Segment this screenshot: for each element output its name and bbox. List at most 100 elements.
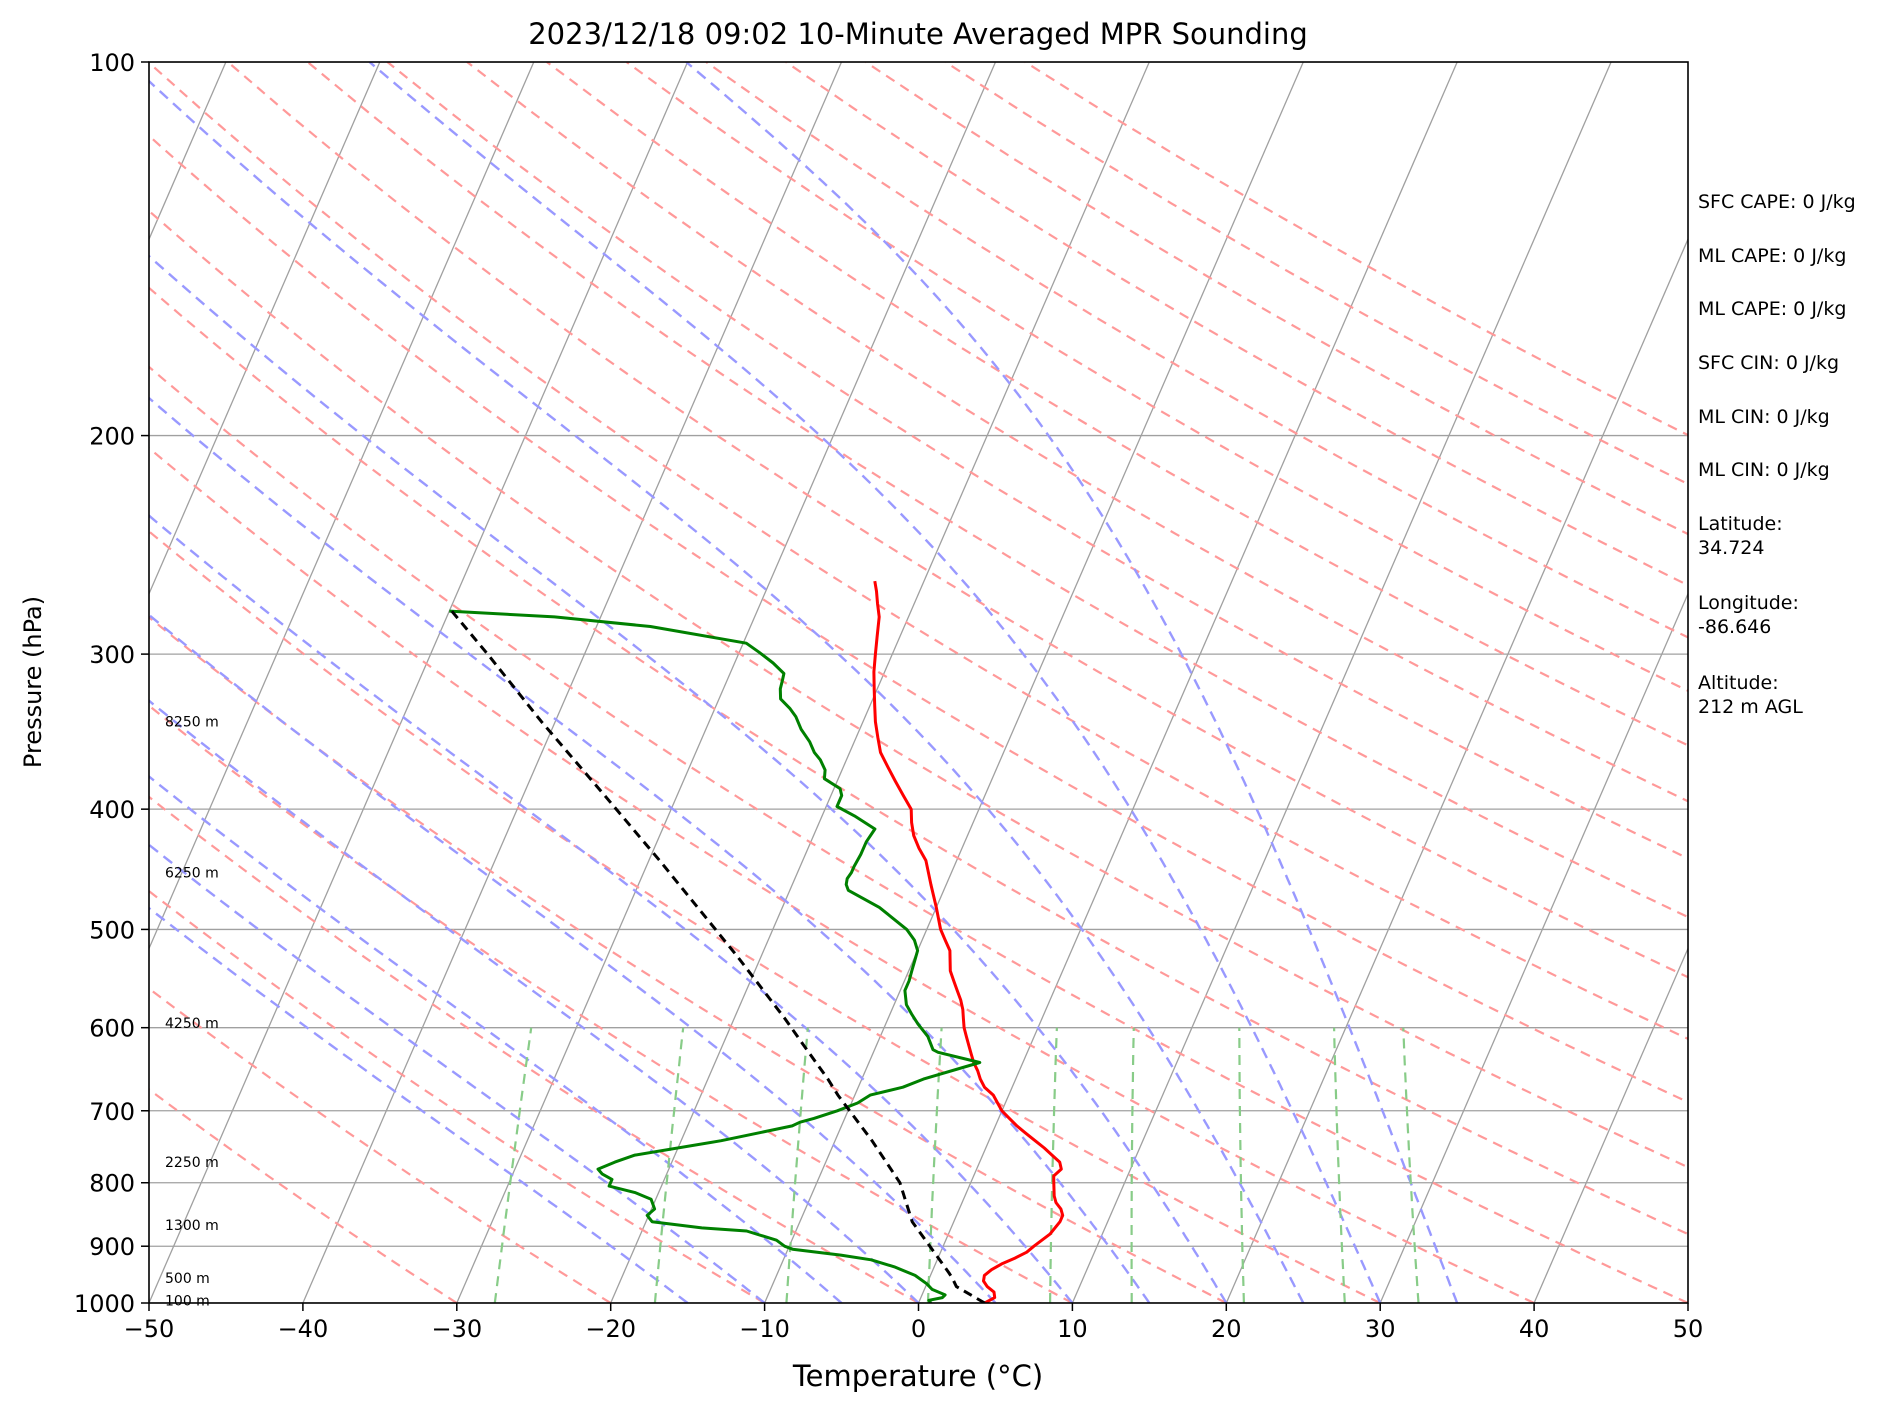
moist-adiabat (149, 843, 766, 1303)
moist-adiabat (149, 254, 1228, 1303)
dry-adiabat (227, 62, 1688, 979)
height-label: 4250 m (165, 1016, 219, 1032)
stat-ml-cape: ML CAPE: 0 J/kg (1698, 245, 1847, 267)
stat-sfc-cape: SFC CAPE: 0 J/kg (1698, 191, 1856, 213)
altitude-label: Altitude: (1698, 672, 1779, 694)
dry-adiabat (149, 365, 1688, 1303)
y-tick-label: 100 (89, 49, 135, 77)
dry-adiabat (149, 889, 766, 1303)
stat-ml-cin: ML CIN: 0 J/kg (1698, 406, 1830, 428)
isotherm--70 (149, 62, 381, 596)
x-tick-label: −30 (431, 1315, 482, 1343)
moist-adiabat (149, 774, 843, 1303)
x-tick-label: 0 (911, 1315, 926, 1343)
altitude-value: 212 m AGL (1698, 696, 1803, 718)
dry-adiabat (149, 134, 1688, 1104)
dry-adiabat (386, 62, 1688, 860)
isotherm--20 (610, 62, 1150, 1303)
isotherm--10 (764, 62, 1304, 1303)
mixing-ratio-line (1402, 1027, 1420, 1303)
dry-adiabat (149, 704, 1073, 1303)
mixing-ratio-line (1333, 1027, 1346, 1303)
x-tick-label: −10 (739, 1315, 790, 1343)
y-tick-label: 300 (89, 641, 135, 669)
isotherm-20 (1225, 237, 1688, 1303)
mixing-ratio-line (785, 1027, 809, 1303)
altitude-block: Altitude: 212 m AGL (1698, 671, 1803, 719)
dry-adiabat (149, 62, 1688, 1041)
height-label: 8250 m (165, 715, 219, 731)
isotherm--30 (456, 62, 997, 1303)
height-label: 6250 m (165, 866, 219, 882)
longitude-label: Longitude: (1698, 592, 1799, 614)
mixing-ratio-line (1130, 1027, 1135, 1303)
plot-frame (148, 61, 1689, 1304)
moist-adiabat (149, 79, 1305, 1303)
stat-ml-cin-2: ML CIN: 0 J/kg (1698, 459, 1830, 481)
y-tick-label: 500 (89, 916, 135, 944)
moist-adiabat (685, 62, 1459, 1303)
latitude-value: 34.724 (1698, 537, 1765, 559)
dry-adiabat (149, 529, 1381, 1303)
height-labels: 8250 m 6250 m 4250 m 2250 m 1300 m 500 m 100 m (165, 715, 219, 1310)
height-label: 500 m (165, 1271, 210, 1287)
height-label: 1300 m (165, 1218, 219, 1234)
dry-adiabat (625, 62, 1688, 693)
moist-adiabat (149, 613, 997, 1303)
moist-adiabat (149, 514, 1074, 1303)
isotherm--40 (302, 62, 843, 1303)
mixing-ratio-line (1049, 1027, 1058, 1303)
latitude-label: Latitude: (1698, 513, 1783, 535)
x-axis-label: Temperature (°C) (792, 1359, 1043, 1393)
y-tick-label: 700 (89, 1098, 135, 1126)
mixing-ratio-line (926, 1027, 943, 1303)
moist-adiabat (149, 396, 1151, 1303)
height-label: 100 m (165, 1293, 210, 1309)
isotherm-0 (917, 62, 1458, 1303)
x-tick-label: 10 (1057, 1315, 1088, 1343)
dry-adiabat (149, 1088, 458, 1303)
latitude-block: Latitude: 34.724 (1698, 512, 1783, 560)
y-tick-label: 1000 (74, 1290, 135, 1318)
dry-adiabat (149, 795, 920, 1303)
longitude-value: -86.646 (1698, 616, 1772, 638)
mixing-ratio-line (1238, 1027, 1245, 1303)
mixing-ratio-line (653, 1027, 685, 1303)
stat-sfc-cin: SFC CIN: 0 J/kg (1698, 352, 1840, 374)
isotherm-30 (1379, 592, 1688, 1303)
y-tick-label: 200 (89, 423, 135, 451)
moist-adiabat (149, 699, 920, 1303)
isotherm--60 (149, 62, 535, 951)
x-axis-ticks: −50 −40 −30 −20 −10 0 10 20 30 40 50 (124, 1303, 1704, 1343)
moist-adiabat (149, 906, 689, 1303)
dry-adiabat (546, 62, 1688, 747)
x-tick-label: 50 (1673, 1315, 1704, 1343)
isotherm-40 (1533, 946, 1688, 1303)
dry-adiabat (149, 209, 1688, 1169)
dry-adiabat (149, 286, 1688, 1236)
x-tick-label: 30 (1365, 1315, 1396, 1343)
isotherm-10 (1071, 62, 1612, 1303)
height-label: 2250 m (165, 1155, 219, 1171)
longitude-block: Longitude: -86.646 (1698, 591, 1799, 639)
mixing-ratio-line (493, 1027, 533, 1303)
chart-title: 2023/12/18 09:02 10-Minute Averaged MPR … (528, 17, 1308, 51)
dry-adiabat (785, 62, 1688, 587)
isotherm--50 (149, 62, 689, 1303)
x-tick-label: 20 (1211, 1315, 1242, 1343)
y-tick-label: 800 (89, 1170, 135, 1198)
dry-adiabat (306, 62, 1688, 919)
background-lines (149, 62, 1688, 1303)
x-tick-label: −20 (585, 1315, 636, 1343)
data-lines (449, 580, 1065, 1303)
x-tick-label: −50 (124, 1315, 175, 1343)
y-tick-label: 400 (89, 796, 135, 824)
x-tick-label: −40 (278, 1315, 329, 1343)
dry-adiabat (149, 615, 1227, 1303)
y-axis-label: Pressure (hPa) (19, 596, 47, 768)
y-tick-label: 600 (89, 1015, 135, 1043)
x-tick-label: 40 (1519, 1315, 1550, 1343)
y-tick-label: 900 (89, 1233, 135, 1261)
